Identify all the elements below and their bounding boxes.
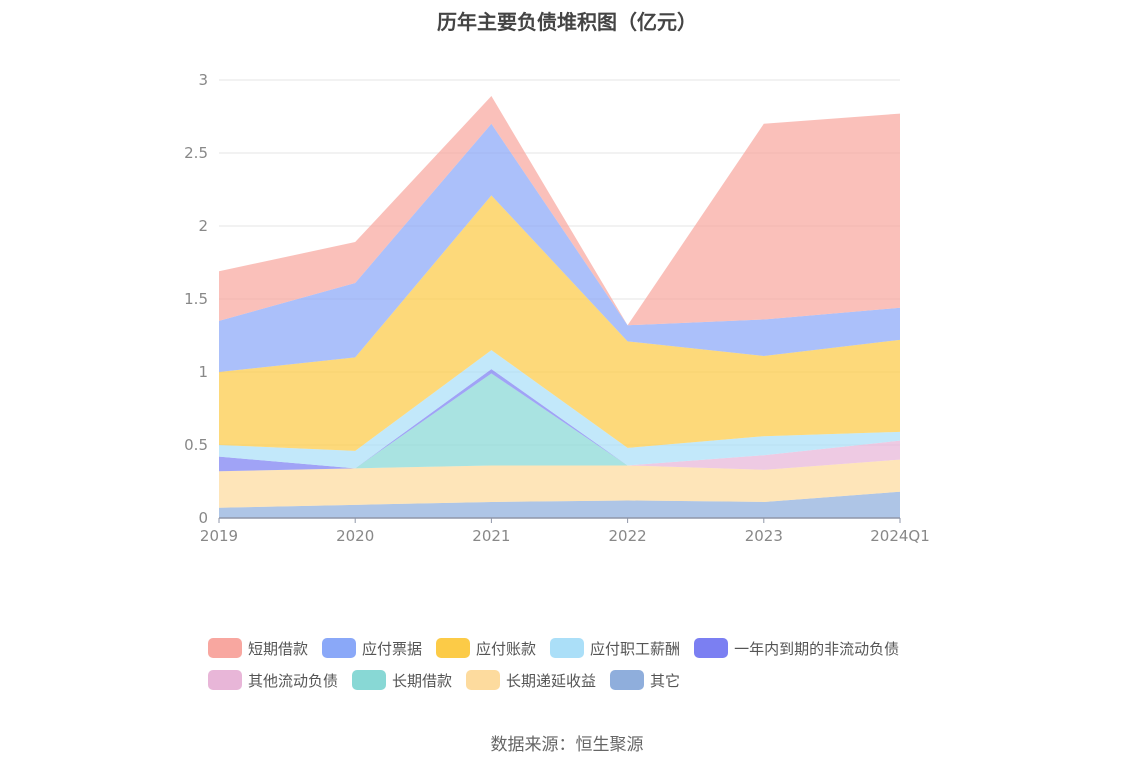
- source-note: 数据来源：恒生聚源: [490, 735, 644, 755]
- legend-label: 其他流动负债: [248, 671, 339, 690]
- legend-swatch: [436, 638, 471, 658]
- legend-swatch: [208, 670, 242, 690]
- legend-swatch: [352, 670, 387, 690]
- legend-item[interactable]: 长期借款: [352, 670, 452, 691]
- legend-label: 长期借款: [392, 671, 453, 690]
- legend-label: 长期递延收益: [506, 671, 597, 690]
- legend-swatch: [208, 638, 242, 658]
- legend-swatch: [322, 638, 357, 658]
- legend-label: 短期借款: [248, 639, 309, 658]
- legend-item[interactable]: 长期递延收益: [466, 670, 596, 691]
- legend-swatch: [550, 638, 585, 658]
- legend-label: 应付票据: [362, 639, 423, 658]
- area-series: [219, 459, 900, 508]
- legend-item[interactable]: 其它: [610, 670, 680, 691]
- x-tick-label: 2023: [745, 527, 783, 545]
- x-tick-label: 2022: [609, 527, 647, 545]
- legend-label: 一年内到期的非流动负债: [734, 639, 900, 658]
- legend-row: 其他流动负债 长期借款 长期递延收益 其它: [208, 664, 968, 696]
- chart-plot: 0 0.5 1 1.5 2 2.5 3 2019 2020 2021 2022 2023 2024Q1: [184, 71, 930, 545]
- legend-item[interactable]: 短期借款: [208, 638, 308, 659]
- legend-swatch: [466, 670, 501, 690]
- area-series: [219, 350, 900, 469]
- x-tick-label: 2024Q1: [870, 527, 930, 545]
- legend-item[interactable]: 应付账款: [436, 638, 536, 659]
- x-tick-label: 2019: [200, 527, 238, 545]
- legend: 短期借款 应付票据 应付账款 应付职工薪酬 一年内到期的非流动负债 其他流动负债 长期借款…: [208, 632, 968, 696]
- y-tick-label: 1: [198, 363, 208, 381]
- area-series: [219, 96, 900, 326]
- y-tick-label: 1.5: [184, 290, 208, 308]
- legend-item[interactable]: 其他流动负债: [208, 670, 338, 691]
- y-tick-label: 2.5: [184, 144, 208, 162]
- legend-label: 应付账款: [476, 639, 537, 658]
- legend-label: 其它: [650, 671, 681, 690]
- legend-swatch: [610, 670, 645, 690]
- area-series: [219, 373, 900, 472]
- x-tick-label: 2020: [336, 527, 374, 545]
- legend-item[interactable]: 应付职工薪酬: [550, 638, 680, 659]
- y-tick-label: 2: [198, 217, 208, 235]
- y-tick-label: 0: [198, 509, 208, 527]
- area-series: [219, 195, 900, 451]
- legend-row: 短期借款 应付票据 应付账款 应付职工薪酬 一年内到期的非流动负债: [208, 632, 968, 664]
- legend-item[interactable]: 应付票据: [322, 638, 422, 659]
- legend-label: 应付职工薪酬: [590, 639, 681, 658]
- chart-title: 历年主要负债堆积图（亿元）: [437, 10, 697, 34]
- x-tick-label: 2021: [472, 527, 510, 545]
- y-tick-label: 0.5: [184, 436, 208, 454]
- y-tick-label: 3: [198, 71, 208, 89]
- legend-swatch: [694, 638, 729, 658]
- area-series: [219, 373, 900, 472]
- area-series: [219, 123, 900, 372]
- legend-item[interactable]: 一年内到期的非流动负债: [694, 638, 899, 659]
- area-series: [219, 491, 900, 518]
